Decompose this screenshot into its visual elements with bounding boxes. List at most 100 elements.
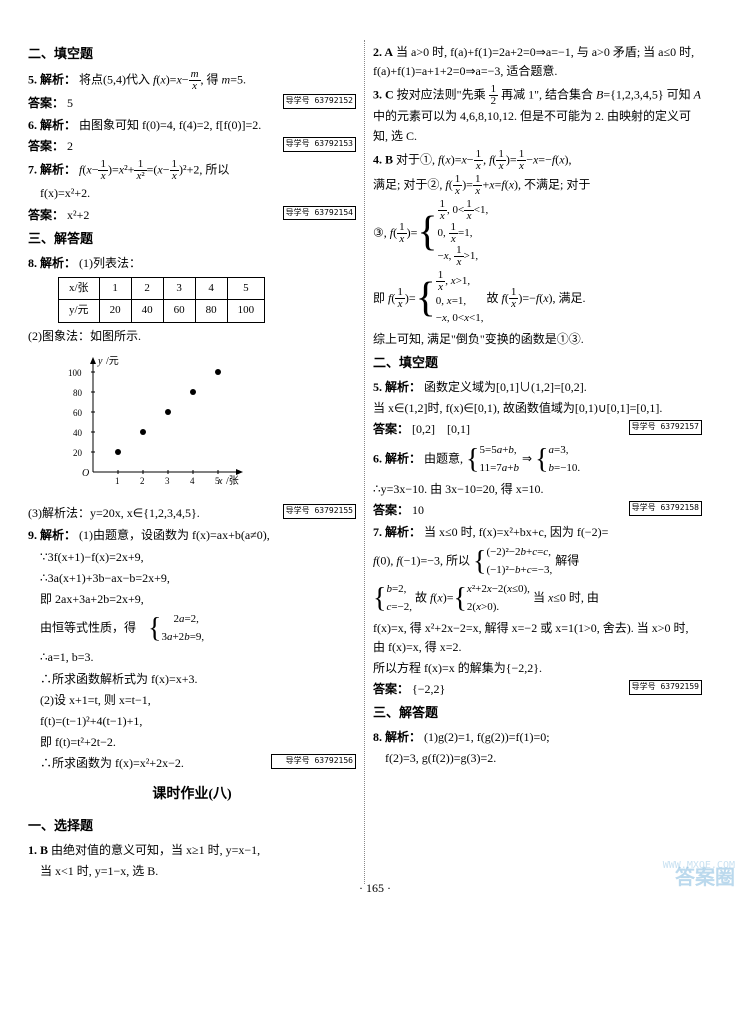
reference-code: 导学号 63792152 <box>283 94 356 109</box>
line: 即 f(t)=t²+2t−2. <box>28 733 356 752</box>
q-text2: f(x)=x²+2. <box>28 184 356 203</box>
line: 即 2ax+3a+2b=2x+9, <box>28 590 356 609</box>
reference-code: 导学号 63792158 <box>629 501 702 516</box>
question-7: 7. 解析： 当 x≤0 时, f(x)=x²+bx+c, 因为 f(−2)= … <box>373 523 702 699</box>
q-text2: ∴y=3x−10. 由 3x−10=20, 得 x=10. <box>373 480 702 499</box>
chart-svg: y/元 x/张 O 20 40 60 80 100 1 2 3 4 5 <box>68 352 248 492</box>
q-label: 2. A <box>373 45 393 59</box>
q-text2: 当 x∈(1,2]时, f(x)∈[0,1), 故函数值域为[0,1)∪[0,1… <box>373 399 702 418</box>
svg-text:5: 5 <box>215 476 220 486</box>
line: f(t)=(t−1)²+4(t−1)+1, <box>28 712 356 731</box>
q-label: 6. 解析： <box>373 452 421 466</box>
question-9: 9. 解析： (1)由题意，设函数为 f(x)=ax+b(a≠0), ∵3f(x… <box>28 526 356 773</box>
q-text: (2)图象法：如图所示. <box>28 327 356 346</box>
svg-text:/张: /张 <box>226 475 239 487</box>
q-label: 8. 解析： <box>373 730 421 744</box>
reference-code: 导学号 63792156 <box>271 754 356 769</box>
reference-code: 导学号 63792159 <box>629 680 702 695</box>
question-6: 6. 解析： 由题意, {5=5a+b,11=7a+b ⇒ {a=3,b=−10… <box>373 442 702 520</box>
svg-text:3: 3 <box>165 476 170 486</box>
table-cell: 40 <box>131 300 163 323</box>
svg-text:4: 4 <box>190 476 195 486</box>
line: ∴所求函数解析式为 f(x)=x+3. <box>28 670 356 689</box>
q-text2: 当 x<1 时, y=1−x, 选 B. <box>28 862 356 881</box>
line: ∴3a(x+1)+3b−ax−b=2x+9, <box>28 569 356 588</box>
q-text5: 所以方程 f(x)=x 的解集为{−2,2}. <box>373 659 702 678</box>
svg-text:80: 80 <box>73 388 83 398</box>
line: ∴所求函数为 f(x)=x²+2x−2. <box>40 756 184 770</box>
svg-text:100: 100 <box>68 368 82 378</box>
answer-value: 2 <box>67 139 73 153</box>
q-label: 3. C <box>373 88 394 102</box>
svg-text:60: 60 <box>73 408 83 418</box>
lesson-heading: 课时作业(八) <box>28 784 356 806</box>
section-heading: 二、填空题 <box>28 44 356 65</box>
q-text: 由图象可知 f(0)=4, f(4)=2, f[f(0)]=2. <box>79 118 261 132</box>
piecewise: 1x, x>1,0, x=1,−x, 0<x<1, <box>436 270 484 328</box>
q-label: 7. 解析： <box>373 525 421 539</box>
q-text: (3)解析法：y=20x, x∈{1,2,3,4,5}. <box>28 506 200 520</box>
section-heading: 二、填空题 <box>373 353 702 374</box>
question-6: 6. 解析： 由图象可知 f(0)=4, f(4)=2, f[f(0)]=2. … <box>28 116 356 156</box>
left-column: 二、填空题 5. 解析： 将点(5,4)代入 f(x)=x−mx, 得 m=5.… <box>20 40 365 884</box>
q-text5: 综上可知, 满足"倒负"变换的函数是①③. <box>373 330 702 349</box>
reference-code: 导学号 63792157 <box>629 420 702 435</box>
question-3: 3. C 按对应法则"先乘 12 再减 1", 结合集合 B={1,2,3,4,… <box>373 84 702 145</box>
data-table: x/张 1 2 3 4 5 y/元 20 40 60 80 100 <box>58 277 265 323</box>
svg-text:20: 20 <box>73 448 83 458</box>
line: (1)由题意，设函数为 f(x)=ax+b(a≠0), <box>79 528 270 542</box>
question-8: 8. 解析： (1)列表法： x/张 1 2 3 4 5 y/元 20 40 6… <box>28 254 356 524</box>
right-column: 2. A 当 a>0 时, f(a)+f(1)=2a+2=0⇒a=−1, 与 a… <box>365 40 710 884</box>
question-1: 1. B 由绝对值的意义可知，当 x≥1 时, y=x−1, 当 x<1 时, … <box>28 841 356 881</box>
svg-text:O: O <box>82 468 89 479</box>
q-text4: f(x)=x, 得 x²+2x−2=x, 解得 x=−2 或 x=1(1>0, … <box>373 619 702 657</box>
watermark-icon: 答案圈 <box>675 862 735 894</box>
answer-label: 答案： <box>373 503 409 517</box>
answer-value: x²+2 <box>67 208 89 222</box>
q-text2: f(2)=3, g(f(2))=g(3)=2. <box>373 749 702 768</box>
q-text: 当 a>0 时, f(a)+f(1)=2a+2=0⇒a=−1, 与 a>0 矛盾… <box>373 45 694 78</box>
answer-value: [0,2] [0,1] <box>412 422 470 436</box>
table-row: x/张 1 2 3 4 5 <box>59 277 265 300</box>
svg-text:2: 2 <box>140 476 145 486</box>
table-cell: 4 <box>195 277 227 300</box>
section-heading: 三、解答题 <box>373 703 702 724</box>
q-label: 1. B <box>28 843 48 857</box>
table-cell: 1 <box>99 277 131 300</box>
section-heading: 三、解答题 <box>28 229 356 250</box>
q-label: 5. 解析： <box>373 380 421 394</box>
q-text: 当 x≤0 时, f(x)=x²+bx+c, 因为 f(−2)= <box>424 525 608 539</box>
table-cell: 100 <box>227 300 265 323</box>
question-7: 7. 解析： f(x−1x)=x²+1x²=(x−1x)²+2, 所以 f(x)… <box>28 159 356 224</box>
reference-code: 导学号 63792153 <box>283 137 356 152</box>
answer-label: 答案： <box>28 139 64 153</box>
q-label: 6. 解析： <box>28 118 76 132</box>
q-label: 8. 解析： <box>28 256 76 270</box>
question-5: 5. 解析： 函数定义域为[0,1]∪(1,2]=[0,2]. 当 x∈(1,2… <box>373 378 702 440</box>
q-text: 由绝对值的意义可知，当 x≥1 时, y=x−1, <box>51 843 260 857</box>
svg-text:1: 1 <box>115 476 120 486</box>
table-cell: 3 <box>163 277 195 300</box>
question-2: 2. A 当 a>0 时, f(a)+f(1)=2a+2=0⇒a=−1, 与 a… <box>373 43 702 81</box>
answer-value: {−2,2} <box>412 682 445 696</box>
answer-label: 答案： <box>373 422 409 436</box>
q-label: 4. B <box>373 152 393 166</box>
q-label: 9. 解析： <box>28 528 76 542</box>
table-cell: 80 <box>195 300 227 323</box>
q-text: (1)g(2)=1, f(g(2))=f(1)=0; <box>424 730 550 744</box>
answer-value: 10 <box>412 503 424 517</box>
answer-value: 5 <box>67 96 73 110</box>
svg-text:/元: /元 <box>106 356 119 367</box>
table-cell: 60 <box>163 300 195 323</box>
table-cell: 20 <box>99 300 131 323</box>
question-4: 4. B 对于①, f(x)=x−1x, f(1x)=1x−x=−f(x), 满… <box>373 149 702 349</box>
answer-label: 答案： <box>28 208 64 222</box>
scatter-chart: y/元 x/张 O 20 40 60 80 100 1 2 3 4 5 <box>68 352 356 498</box>
answer-label: 答案： <box>28 96 64 110</box>
table-cell: x/张 <box>59 277 100 300</box>
table-cell: 2 <box>131 277 163 300</box>
line: ∵3f(x+1)−f(x)=2x+9, <box>28 548 356 567</box>
page-number: · 165 · <box>359 879 391 898</box>
q-text: (1)列表法： <box>79 256 141 270</box>
svg-text:40: 40 <box>73 428 83 438</box>
